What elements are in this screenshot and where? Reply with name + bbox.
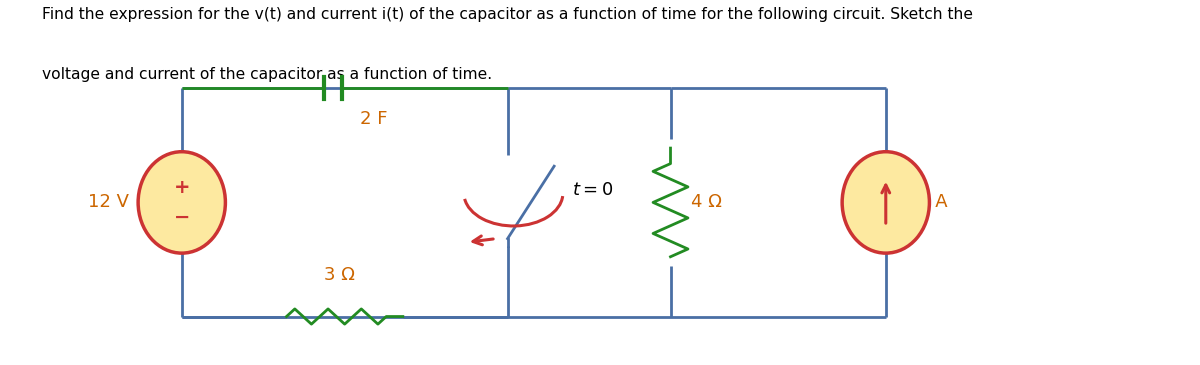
- Text: 2 F: 2 F: [360, 110, 388, 128]
- Text: 2 A: 2 A: [918, 193, 948, 211]
- Text: 12 V: 12 V: [89, 193, 130, 211]
- Text: Find the expression for the v(t) and current i(t) of the capacitor as a function: Find the expression for the v(t) and cur…: [42, 7, 973, 22]
- Text: voltage and current of the capacitor as a function of time.: voltage and current of the capacitor as …: [42, 66, 492, 82]
- Text: −: −: [174, 207, 190, 226]
- Ellipse shape: [842, 152, 930, 253]
- Text: 4 Ω: 4 Ω: [691, 193, 722, 211]
- Text: $t = 0$: $t = 0$: [571, 181, 613, 199]
- Ellipse shape: [138, 152, 226, 253]
- Text: +: +: [174, 178, 190, 197]
- Text: 3 Ω: 3 Ω: [324, 266, 355, 284]
